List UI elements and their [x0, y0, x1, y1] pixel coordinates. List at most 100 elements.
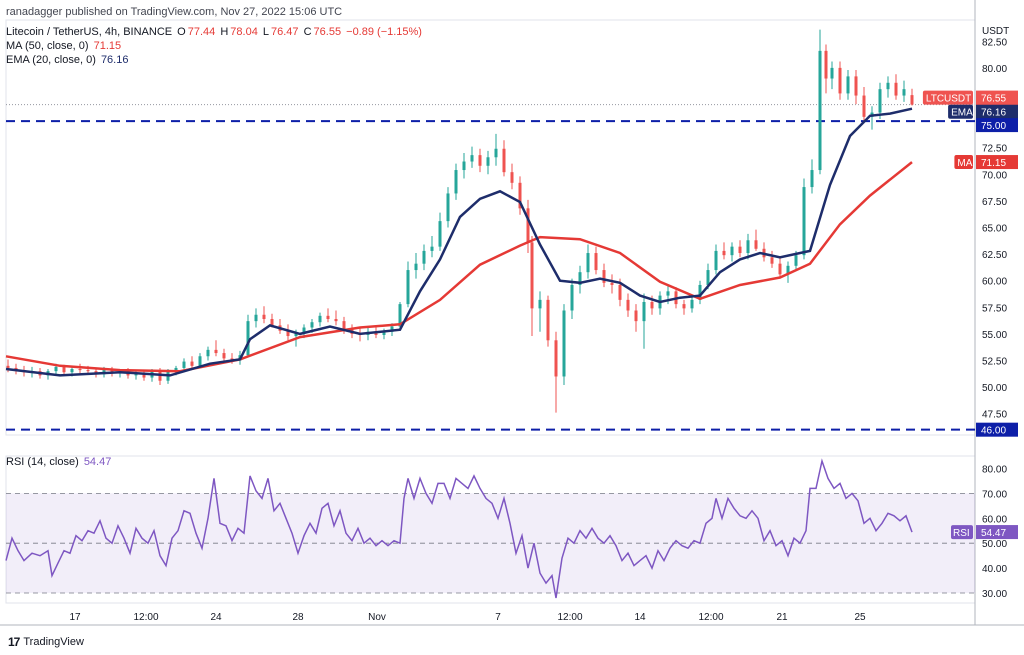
tradingview-logo-icon: 17	[8, 635, 20, 649]
candle-body	[730, 246, 734, 256]
rsi-band	[6, 493, 975, 594]
candle-body	[910, 95, 914, 105]
candle-body	[746, 240, 750, 254]
axis-value-label: 46.00	[981, 426, 1006, 437]
rsi-tag-label: RSI	[953, 528, 970, 539]
candle-body	[390, 326, 394, 332]
candle-body	[634, 310, 638, 322]
publisher-line: ranadagger published on TradingView.com,…	[6, 6, 343, 18]
symbol-legend: Litecoin / TetherUS, 4h, BINANCE O 77.44 …	[6, 26, 424, 38]
candle-body	[794, 255, 798, 266]
candle-body	[642, 301, 646, 322]
candle-body	[754, 240, 758, 249]
axis-value-box	[976, 104, 1018, 119]
candle-body	[838, 67, 842, 94]
candle-body	[182, 361, 186, 368]
time-tick-label: 25	[854, 612, 866, 623]
axis-value-box	[976, 118, 1018, 133]
time-tick-label: 12:00	[557, 612, 582, 623]
price-tick-label: 55.00	[982, 330, 1007, 341]
rsi-tick-label: 70.00	[982, 489, 1007, 500]
candle-body	[586, 253, 590, 273]
axis-tag-label: EMA	[951, 108, 973, 119]
axis-tag-label: MA	[957, 158, 972, 169]
candle-body	[438, 221, 442, 247]
ema-label: EMA (20, close, 0)	[6, 54, 96, 66]
axis-tag-box	[922, 90, 973, 105]
time-tick-label: 14	[634, 612, 646, 623]
rsi-value-box	[976, 525, 1018, 540]
high-label: H	[220, 26, 229, 38]
candle-body	[286, 330, 290, 337]
candle-body	[824, 50, 828, 79]
ma-legend: MA (50, close, 0) 71.15	[6, 40, 123, 52]
ma-label: MA (50, close, 0)	[6, 40, 89, 52]
candle-body	[270, 319, 274, 326]
ma-value: 71.15	[93, 40, 122, 52]
candle-body	[682, 304, 686, 309]
time-tick-label: 12:00	[133, 612, 158, 623]
price-tick-label: 65.00	[982, 224, 1007, 235]
rsi-tick-label: 80.00	[982, 464, 1007, 475]
candle-body	[546, 299, 550, 341]
price-tick-label: 50.00	[982, 383, 1007, 394]
candle-body	[254, 314, 258, 322]
ema-20-line	[5, 107, 913, 377]
price-tick-label: 70.00	[982, 170, 1007, 181]
axis-tag-box	[954, 155, 973, 170]
candle-body	[318, 315, 322, 323]
currency-label: USDT	[982, 26, 1009, 37]
open-label: O	[177, 26, 186, 38]
rsi-tag-box	[951, 525, 973, 540]
candle-body	[786, 265, 790, 275]
candle-body	[310, 322, 314, 328]
candle-body	[626, 299, 630, 311]
rsi-tick-label: 40.00	[982, 564, 1007, 575]
rsi-line	[5, 458, 913, 599]
close-value: 76.55	[313, 26, 342, 38]
candle-body	[326, 315, 330, 320]
rsi-value-label: 54.47	[981, 528, 1006, 539]
price-tick-label: 80.00	[982, 64, 1007, 75]
candle-body	[206, 349, 210, 357]
tradingview-brand: TradingView	[23, 636, 84, 648]
candle-body	[486, 157, 490, 166]
candle-body	[802, 187, 806, 256]
candle-body	[494, 148, 498, 158]
axis-value-label: 76.55	[981, 94, 1006, 105]
rsi-tick-label: 30.00	[982, 589, 1007, 600]
candle-body	[570, 284, 574, 311]
candle-body	[666, 291, 670, 296]
axis-value-label: 71.15	[981, 158, 1006, 169]
price-tick-label: 47.50	[982, 410, 1007, 421]
rsi-tick-label: 60.00	[982, 514, 1007, 525]
rsi-value: 54.47	[83, 456, 112, 468]
candle-body	[518, 182, 522, 209]
candle-body	[174, 367, 178, 372]
axis-tag-label: LTCUSDT	[926, 94, 971, 105]
candle-body	[510, 172, 514, 183]
candle-body	[554, 340, 558, 377]
axis-tag-box	[948, 104, 973, 119]
candle-body	[722, 250, 726, 256]
symbol-title: Litecoin / TetherUS, 4h, BINANCE	[6, 26, 173, 38]
low-label: L	[262, 26, 269, 38]
candle-body	[894, 82, 898, 96]
candle-body	[530, 242, 534, 309]
candle-body	[78, 369, 82, 371]
candle-body	[62, 366, 66, 373]
low-value: 76.47	[271, 26, 299, 38]
candle-body	[398, 304, 402, 327]
axis-value-box	[976, 155, 1018, 170]
candle-body	[262, 314, 266, 320]
candle-body	[778, 263, 782, 275]
candle-body	[706, 270, 710, 285]
ema-value: 76.16	[100, 54, 129, 66]
candle-body	[422, 250, 426, 264]
ma-50-line	[5, 161, 913, 373]
candle-body	[470, 155, 474, 162]
price-tick-label: 57.50	[982, 303, 1007, 314]
candle-body	[214, 349, 218, 354]
candle-body	[854, 76, 858, 96]
